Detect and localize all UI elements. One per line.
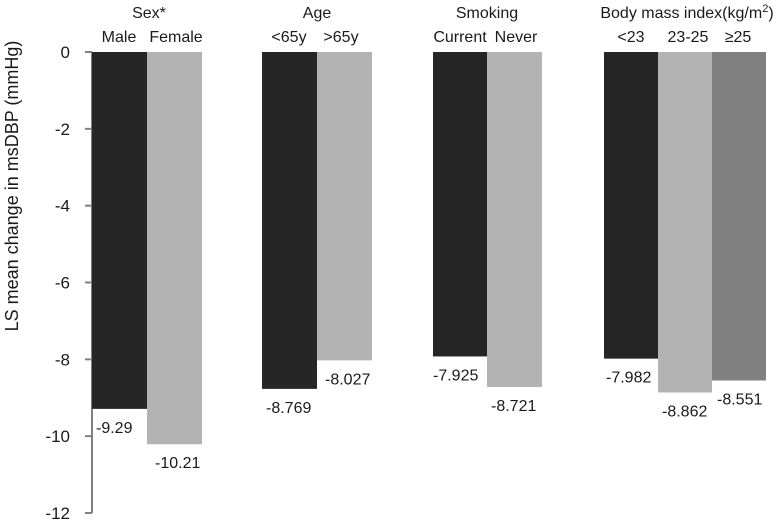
y-tick-label: -10 bbox=[45, 427, 70, 446]
y-tick-label: -2 bbox=[55, 120, 70, 139]
data-label: -10.21 bbox=[155, 455, 200, 472]
y-axis: 0 -2 -4 -6 -8 -10 -12 bbox=[45, 43, 93, 523]
bar bbox=[604, 52, 658, 359]
data-label: -7.925 bbox=[433, 367, 478, 384]
y-tick-label: -6 bbox=[55, 274, 70, 293]
category-label: Never bbox=[495, 29, 538, 46]
category-label: <65y bbox=[271, 29, 306, 46]
data-label: -8.769 bbox=[266, 400, 311, 417]
category-label: >65y bbox=[323, 29, 358, 46]
category-label: <23 bbox=[617, 29, 644, 46]
data-label: -8.862 bbox=[662, 403, 707, 420]
y-tick-label: -4 bbox=[55, 197, 70, 216]
bar bbox=[712, 52, 766, 381]
category-label: ≥25 bbox=[725, 29, 752, 46]
category-label: Male bbox=[102, 29, 137, 46]
data-label: -9.29 bbox=[96, 420, 133, 437]
group-title: Smoking bbox=[456, 5, 518, 22]
bar bbox=[658, 52, 712, 393]
group-title: Sex* bbox=[132, 5, 166, 22]
y-axis-label: LS mean change in msDBP (mmHg) bbox=[2, 41, 22, 332]
bar bbox=[262, 52, 317, 389]
data-label: -8.551 bbox=[717, 392, 762, 409]
bars bbox=[92, 52, 766, 445]
category-label: 23-25 bbox=[668, 29, 709, 46]
data-label: -8.027 bbox=[325, 371, 370, 388]
y-tick-label: -12 bbox=[45, 504, 70, 523]
y-tick-label: 0 bbox=[61, 43, 70, 62]
group-title: Age bbox=[303, 5, 332, 22]
bar bbox=[433, 52, 488, 357]
bar bbox=[147, 52, 202, 445]
data-label: -7.982 bbox=[606, 370, 651, 387]
bar bbox=[317, 52, 372, 361]
bar bbox=[487, 52, 542, 388]
group-title: Body mass index(kg/m2) bbox=[600, 3, 773, 22]
category-label: Current bbox=[433, 29, 487, 46]
category-label: Female bbox=[149, 29, 202, 46]
y-tick-label: -8 bbox=[55, 350, 70, 369]
bar bbox=[92, 52, 147, 409]
data-label: -8.721 bbox=[491, 398, 536, 415]
labels: Sex* Male -9.29 Female -10.21 Age <65y -8.769 >6… bbox=[96, 3, 774, 472]
